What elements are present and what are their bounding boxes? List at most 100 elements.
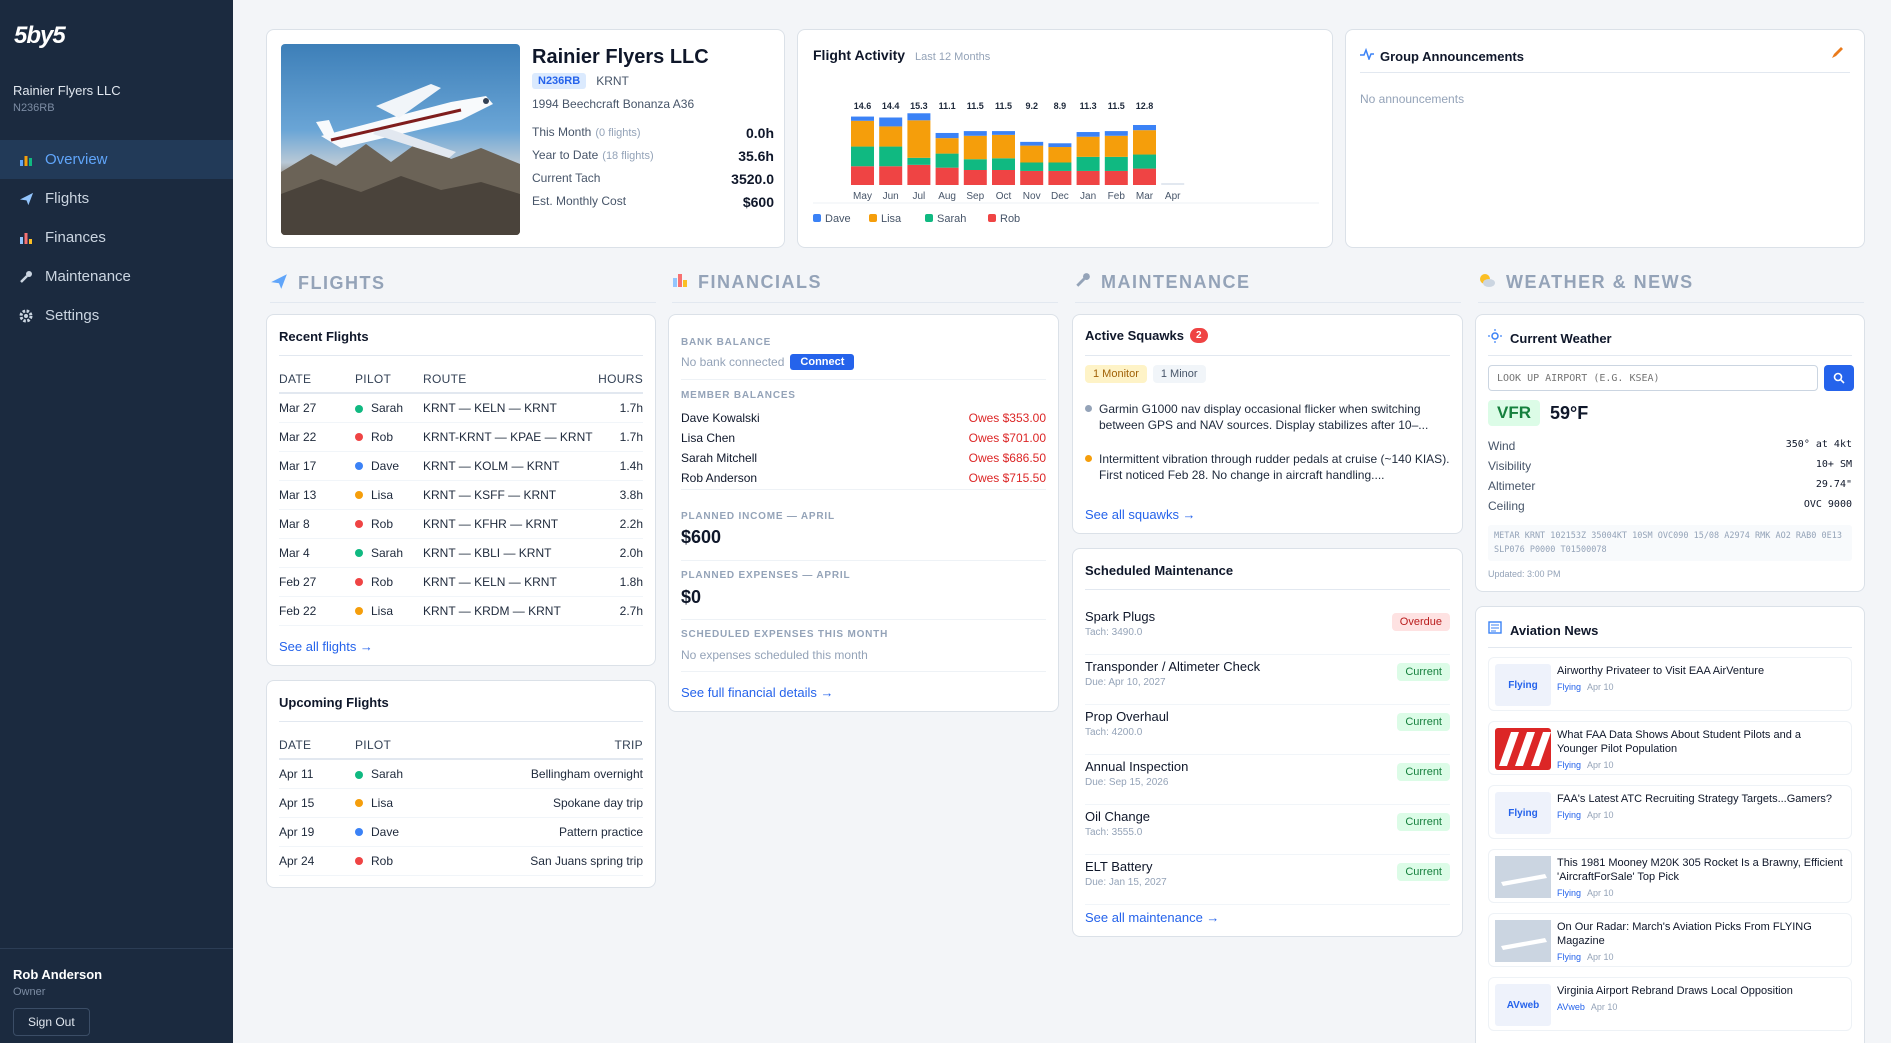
sign-out-button[interactable]: Sign Out (13, 1008, 90, 1036)
table-row[interactable]: Mar 17 Dave KRNT — KOLM — KRNT 1.4h (279, 451, 643, 481)
financial-details-link[interactable]: See full financial details → (681, 685, 834, 700)
table-row[interactable]: Feb 22 Lisa KRNT — KRDM — KRNT 2.7h (279, 596, 643, 626)
bar-segment-dave[interactable] (1104, 131, 1128, 136)
news-item[interactable]: AVweb Virginia Airport Rebrand Draws Loca… (1488, 977, 1852, 1031)
table-row[interactable]: Apr 11 Sarah Bellingham overnight (279, 759, 643, 789)
bar-segment-rob[interactable] (1048, 170, 1072, 185)
maintenance-item[interactable]: Annual Inspection Due: Sep 15, 2026 Curren… (1085, 755, 1450, 805)
news-date: Apr 10 (1587, 682, 1614, 692)
table-row[interactable]: Mar 4 Sarah KRNT — KBLI — KRNT 2.0h (279, 538, 643, 568)
bar-segment-sarah[interactable] (1020, 162, 1044, 171)
bar-segment-lisa[interactable] (1133, 130, 1156, 155)
see-all-squawks-link[interactable]: See all squawks → (1085, 507, 1196, 522)
connect-bank-button[interactable]: Connect (790, 354, 855, 370)
bar-segment-dave[interactable] (1133, 125, 1156, 131)
news-item[interactable]: Flying FAA's Latest ATC Recruiting Strate… (1488, 785, 1852, 839)
airport-search-input[interactable] (1488, 365, 1818, 391)
table-row[interactable]: Feb 27 Rob KRNT — KELN — KRNT 1.8h (279, 567, 643, 597)
bar-segment-dave[interactable] (1048, 143, 1072, 148)
table-row[interactable]: Mar 27 Sarah KRNT — KELN — KRNT 1.7h (279, 393, 643, 423)
bar-segment-lisa[interactable] (1048, 147, 1072, 163)
aircraft-card: Rainier Flyers LLC N236RB KRNT 1994 Beec… (266, 29, 785, 248)
bar-segment-rob[interactable] (1133, 168, 1156, 185)
bar-segment-lisa[interactable] (1020, 145, 1044, 163)
maintenance-due: Tach: 4200.0 (1085, 727, 1143, 738)
bar-segment-lisa[interactable] (935, 138, 959, 154)
bar-segment-dave[interactable] (1076, 132, 1100, 137)
table-row[interactable]: Mar 8 Rob KRNT — KFHR — KRNT 2.2h (279, 509, 643, 539)
bar-segment-rob[interactable] (851, 166, 874, 185)
bar-segment-lisa[interactable] (879, 126, 903, 147)
bar-segment-lisa[interactable] (963, 135, 987, 160)
bar-segment-lisa[interactable] (907, 120, 931, 158)
news-headline-block: What FAA Data Shows About Student Pilots… (1557, 728, 1843, 772)
news-item[interactable]: This 1981 Mooney M20K 305 Rocket Is a Br… (1488, 849, 1852, 903)
bar-segment-lisa[interactable] (1076, 136, 1100, 157)
table-row[interactable]: Apr 15 Lisa Spokane day trip (279, 788, 643, 818)
squawk-item[interactable]: Intermittent vibration through rudder pe… (1085, 451, 1450, 497)
bar-segment-rob[interactable] (1104, 170, 1128, 185)
bar-segment-dave[interactable] (935, 132, 959, 139)
bar-segment-rob[interactable] (992, 170, 1015, 185)
maintenance-item[interactable]: Prop Overhaul Tach: 4200.0 Current (1085, 705, 1450, 755)
app-logo[interactable]: 5by5 (14, 22, 66, 49)
bar-segment-rob[interactable] (907, 164, 931, 185)
bar-segment-sarah[interactable] (992, 158, 1015, 170)
edit-icon[interactable] (1831, 46, 1844, 64)
bar-segment-dave[interactable] (851, 116, 874, 121)
bar-segment-sarah[interactable] (1133, 154, 1156, 169)
bar-segment-lisa[interactable] (1104, 135, 1128, 157)
table-row[interactable]: Apr 19 Dave Pattern practice (279, 817, 643, 847)
bar-segment-rob[interactable] (1020, 170, 1044, 185)
flight-hours: 1.4h (596, 451, 643, 481)
see-all-maintenance-link[interactable]: See all maintenance → (1085, 910, 1220, 925)
maintenance-item[interactable]: ELT Battery Due: Jan 15, 2027 Current (1085, 855, 1450, 905)
bar-segment-dave[interactable] (963, 131, 987, 136)
squawk-item[interactable]: Garmin G1000 nav display occasional flic… (1085, 401, 1450, 447)
minor-tag[interactable]: 1 Minor (1152, 365, 1206, 383)
bar-segment-sarah[interactable] (879, 146, 903, 167)
pilot-name: Dave (371, 824, 400, 839)
news-item[interactable]: On Our Radar: March's Aviation Picks Fro… (1488, 913, 1852, 967)
maintenance-status-badge: Current (1397, 863, 1450, 881)
bar-segment-rob[interactable] (935, 167, 959, 185)
sidebar-item-flights[interactable]: Flights (0, 179, 233, 218)
see-all-flights-link[interactable]: See all flights → (279, 639, 373, 654)
bar-total-label: 11.5 (1108, 101, 1125, 111)
bar-segment-rob[interactable] (963, 170, 987, 185)
table-row[interactable]: Apr 24 Rob San Juans spring trip (279, 846, 643, 876)
search-button[interactable] (1824, 365, 1854, 391)
bar-segment-sarah[interactable] (1076, 156, 1100, 171)
bar-segment-sarah[interactable] (1048, 162, 1072, 171)
bar-total-label: 12.8 (1136, 101, 1154, 111)
bar-segment-dave[interactable] (1020, 141, 1044, 146)
maintenance-item[interactable]: Oil Change Tach: 3555.0 Current (1085, 805, 1450, 855)
maintenance-due: Tach: 3490.0 (1085, 627, 1143, 638)
bar-segment-sarah[interactable] (907, 157, 931, 165)
news-item[interactable]: What FAA Data Shows About Student Pilots… (1488, 721, 1852, 775)
sidebar-item-maintenance[interactable]: Maintenance (0, 257, 233, 296)
stat-label: Year to Date (532, 148, 599, 162)
bar-segment-rob[interactable] (1076, 170, 1100, 185)
news-item[interactable]: Flying Airworthy Privateer to Visit EAA A… (1488, 657, 1852, 711)
bar-segment-dave[interactable] (907, 113, 931, 121)
table-row[interactable]: Mar 13 Lisa KRNT — KSFF — KRNT 3.8h (279, 480, 643, 510)
bar-segment-dave[interactable] (879, 117, 903, 127)
sidebar-item-settings[interactable]: Settings (0, 296, 233, 335)
bar-segment-dave[interactable] (992, 131, 1015, 135)
monitor-tag[interactable]: 1 Monitor (1085, 365, 1147, 383)
maintenance-item[interactable]: Transponder / Altimeter Check Due: Apr 10… (1085, 655, 1450, 705)
upcoming-flights-table: DATE PILOT TRIP Apr 11 Sarah Bellingham ov… (279, 738, 643, 876)
bar-segment-lisa[interactable] (992, 134, 1015, 159)
bar-segment-rob[interactable] (879, 166, 903, 185)
flight-pilot: Rob (355, 509, 423, 539)
bar-segment-sarah[interactable] (1104, 156, 1128, 171)
bar-segment-sarah[interactable] (963, 159, 987, 170)
bar-segment-sarah[interactable] (935, 153, 959, 168)
bar-segment-lisa[interactable] (851, 120, 874, 147)
sidebar-item-overview[interactable]: Overview (0, 140, 233, 179)
table-row[interactable]: Mar 22 Rob KRNT-KRNT — KPAE — KRNT 1.7h (279, 422, 643, 452)
sidebar-item-finances[interactable]: Finances (0, 218, 233, 257)
bar-segment-sarah[interactable] (851, 146, 874, 167)
maintenance-item[interactable]: Spark Plugs Tach: 3490.0 Overdue (1085, 605, 1450, 655)
